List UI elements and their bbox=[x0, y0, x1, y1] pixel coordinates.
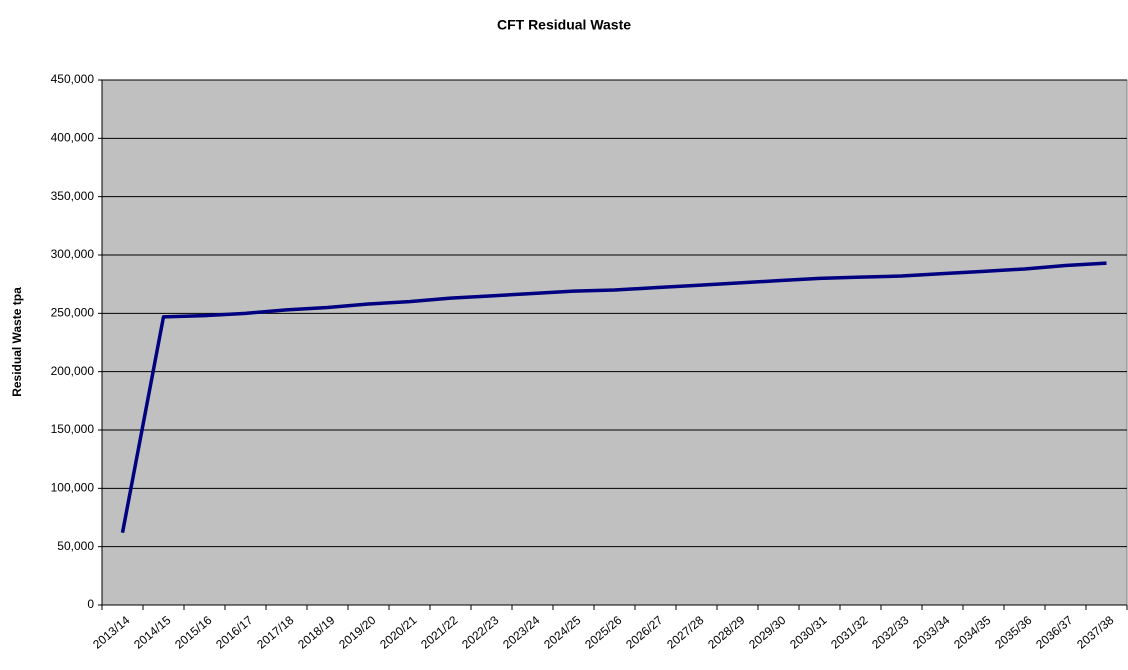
y-tick-label: 450,000 bbox=[51, 72, 95, 86]
y-axis-label: Residual Waste tpa bbox=[10, 287, 24, 397]
x-tick-label: 2020/21 bbox=[377, 613, 419, 652]
y-tick-label: 350,000 bbox=[51, 189, 95, 203]
y-tick-label: 0 bbox=[87, 597, 94, 611]
y-tick-label: 250,000 bbox=[51, 306, 95, 320]
x-tick-label: 2027/28 bbox=[664, 613, 706, 652]
x-tick-label: 2013/14 bbox=[90, 613, 132, 652]
x-tick-label: 2029/30 bbox=[746, 613, 788, 652]
x-tick-label: 2032/33 bbox=[869, 613, 911, 652]
x-tick-label: 2015/16 bbox=[172, 613, 214, 652]
y-tick-label: 300,000 bbox=[51, 247, 95, 261]
x-tick-label: 2019/20 bbox=[336, 613, 378, 652]
x-tick-label: 2026/27 bbox=[623, 613, 665, 652]
chart-title: CFT Residual Waste bbox=[497, 17, 631, 33]
x-tick-label: 2018/19 bbox=[295, 613, 337, 652]
x-tick-label: 2028/29 bbox=[705, 613, 747, 652]
y-tick-label: 50,000 bbox=[57, 539, 94, 553]
y-tick-label: 200,000 bbox=[51, 364, 95, 378]
x-tick-label: 2036/37 bbox=[1033, 613, 1075, 652]
x-tick-label: 2023/24 bbox=[500, 613, 542, 652]
x-tick-label: 2035/36 bbox=[992, 613, 1034, 652]
y-tick-label: 100,000 bbox=[51, 481, 95, 495]
x-tick-label: 2037/38 bbox=[1074, 613, 1116, 652]
y-tick-label: 150,000 bbox=[51, 422, 95, 436]
x-tick-label: 2034/35 bbox=[951, 613, 993, 652]
y-tick-label: 400,000 bbox=[51, 131, 95, 145]
x-tick-label: 2016/17 bbox=[213, 613, 255, 652]
x-tick-label: 2033/34 bbox=[910, 613, 952, 652]
x-tick-label: 2017/18 bbox=[254, 613, 296, 652]
plot-area bbox=[101, 79, 1128, 606]
x-tick-label: 2014/15 bbox=[131, 613, 173, 652]
data-line bbox=[120, 261, 1107, 533]
x-tick-label: 2024/25 bbox=[541, 613, 583, 652]
x-tick-label: 2022/23 bbox=[459, 613, 501, 652]
x-tick-label: 2031/32 bbox=[828, 613, 870, 652]
x-tick-label: 2025/26 bbox=[582, 613, 624, 652]
x-tick-label: 2030/31 bbox=[787, 613, 829, 652]
x-tick-label: 2021/22 bbox=[418, 613, 460, 652]
